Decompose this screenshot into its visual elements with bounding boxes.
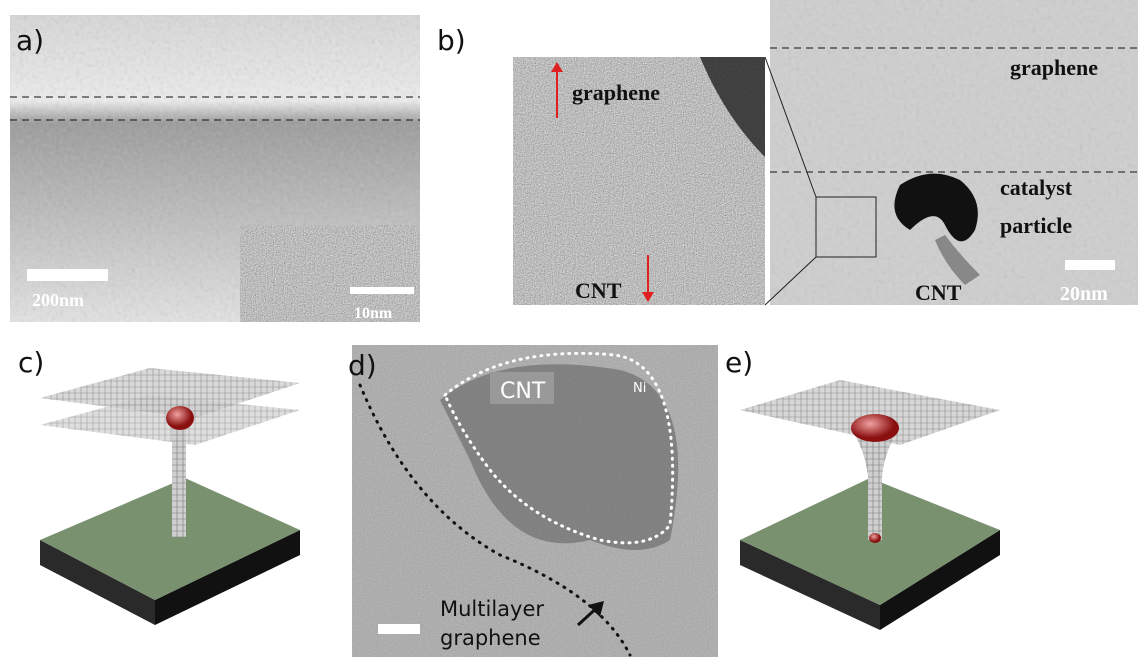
label: catalyst	[1000, 175, 1073, 200]
scale-bar	[1065, 260, 1115, 270]
panel-label: a)	[16, 24, 44, 57]
panel-label: e)	[725, 346, 753, 379]
panel-a: 200nm 10nm a)	[10, 15, 420, 322]
panel-label: b)	[437, 24, 466, 57]
scale-label: 200nm	[32, 290, 84, 310]
inset-image	[240, 225, 420, 322]
catalyst-particle	[869, 533, 881, 543]
scale-bar	[350, 287, 414, 294]
label: CNT	[500, 379, 546, 404]
panel-b: b) graphene CNT graphene catalyst partic…	[437, 0, 1138, 305]
label: particle	[1000, 213, 1072, 238]
panel-label: c)	[18, 346, 44, 379]
catalyst-particle	[851, 414, 899, 442]
label: Multilayer	[440, 597, 544, 621]
label: graphene	[440, 626, 541, 650]
inset-label: CNT	[575, 278, 622, 303]
panel-c: c)	[18, 346, 300, 625]
label: graphene	[1010, 55, 1098, 80]
label: Ni	[633, 381, 646, 396]
figure: 200nm 10nm a) b) graphene CNT graphene c…	[0, 0, 1138, 657]
scale-label: 10nm	[354, 305, 393, 322]
scale-bar	[378, 624, 420, 634]
panel-e: e)	[725, 346, 1000, 630]
panel-d: CNT Ni Multilayer graphene d)	[348, 345, 718, 657]
scale-label: 20nm	[1060, 283, 1108, 305]
panel-label: d)	[348, 349, 377, 382]
scale-bar	[27, 269, 108, 281]
catalyst-particle	[166, 406, 194, 430]
label: CNT	[915, 280, 962, 305]
page: 200nm 10nm a) b) graphene CNT graphene c…	[0, 0, 1138, 657]
inset-label: graphene	[572, 80, 660, 105]
